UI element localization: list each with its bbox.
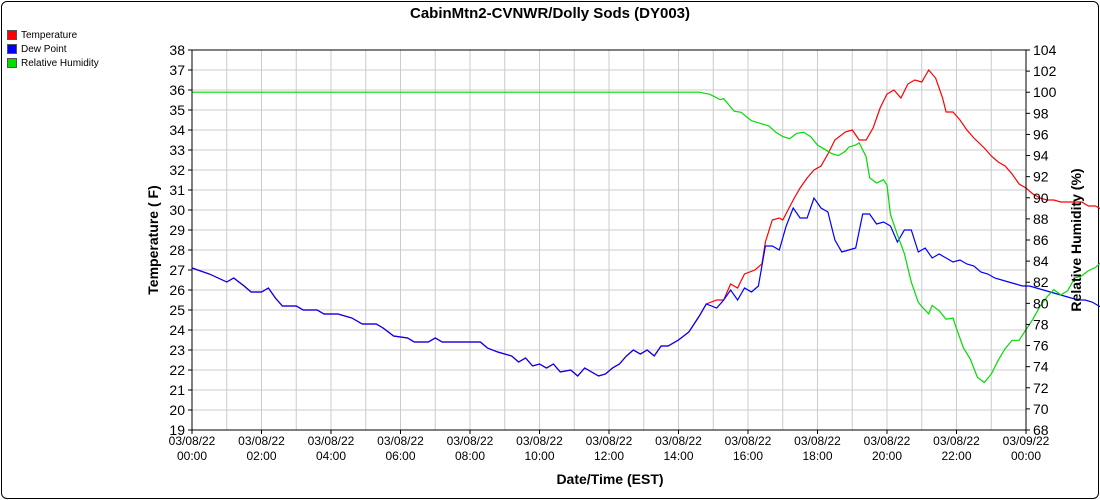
grid	[191, 49, 1027, 431]
legend-label-relative-humidity: Relative Humidity	[21, 57, 99, 69]
y-right-tick-label: 74	[1033, 359, 1049, 375]
x-tick-label-time: 04:00	[316, 449, 346, 463]
y-right-tick-label: 76	[1033, 338, 1049, 354]
y-right-tick-label: 90	[1033, 190, 1049, 206]
y-right-tick-label: 84	[1033, 253, 1049, 269]
y-left-tick-label: 25	[169, 302, 185, 318]
y-right-tick-label: 94	[1033, 148, 1049, 164]
y-right-tick-label: 104	[1033, 42, 1057, 58]
series-line-relative-humidity	[192, 91, 1100, 384]
y-left-tick-label: 36	[169, 82, 185, 98]
y-axis-left-label: Temperature ( F)	[145, 185, 161, 294]
y-left-tick-label: 22	[169, 362, 185, 378]
y-left-tick-label: 27	[169, 262, 185, 278]
x-tick-label-date: 03/08/22	[516, 434, 563, 448]
y-left-tick-label: 34	[169, 122, 185, 138]
x-tick-label-time: 06:00	[385, 449, 415, 463]
y-right-tick-label: 72	[1033, 380, 1049, 396]
y-left-tick-label: 19	[169, 422, 185, 438]
x-tick-label-date: 03/08/22	[308, 434, 355, 448]
y-right-tick-label: 96	[1033, 126, 1049, 142]
x-tick-label-time: 00:00	[177, 449, 207, 463]
y-right-tick-label: 68	[1033, 422, 1049, 438]
y-right-tick-label: 78	[1033, 316, 1049, 332]
x-tick-label-date: 03/09/22	[1003, 434, 1050, 448]
y-left-tick-label: 31	[169, 182, 185, 198]
y-left-tick-label: 26	[169, 282, 185, 298]
legend-item-dew-point: Dew Point	[7, 42, 99, 56]
y-left-tick-label: 21	[169, 382, 185, 398]
y-left-tick-label: 28	[169, 242, 185, 258]
y-right-tick-label: 100	[1033, 84, 1057, 100]
x-tick-label-time: 08:00	[455, 449, 485, 463]
x-tick-label-time: 00:00	[1011, 449, 1041, 463]
y-right-tick-label: 82	[1033, 274, 1049, 290]
legend-swatch-dew-point	[7, 44, 17, 54]
series-layer	[191, 68, 1100, 384]
y-left-tick-label: 35	[169, 102, 185, 118]
x-tick-label-time: 14:00	[663, 449, 693, 463]
x-tick-label-date: 03/08/22	[447, 434, 494, 448]
y-right-tick-label: 88	[1033, 211, 1049, 227]
x-tick-label-time: 22:00	[941, 449, 971, 463]
y-left-tick-label: 38	[169, 42, 185, 58]
axes: 19 20 21 22 23 24 25 26 27 28 29 30 31 32 33 34 35 36 37 38…	[169, 42, 1057, 463]
chart-title: CabinMtn2-CVNWR/Dolly Sods (DY003)	[410, 5, 690, 22]
x-axis-label: Date/Time (EST)	[556, 471, 663, 487]
y-right-tick-label: 102	[1033, 63, 1057, 79]
x-tick-label-time: 16:00	[733, 449, 763, 463]
legend-swatch-relative-humidity	[7, 58, 17, 68]
y-right-tick-label: 80	[1033, 295, 1049, 311]
x-tick-label-date: 03/08/22	[794, 434, 841, 448]
x-tick-label-date: 03/08/22	[238, 434, 285, 448]
y-left-tick-label: 29	[169, 222, 185, 238]
y-right-tick-label: 70	[1033, 401, 1049, 417]
legend-item-temperature: Temperature	[7, 28, 99, 42]
y-axis-right-label: Relative Humidity (%)	[1068, 168, 1084, 311]
x-tick-label-time: 20:00	[872, 449, 902, 463]
y-right-tick-label: 86	[1033, 232, 1049, 248]
legend-swatch-temperature	[7, 30, 17, 40]
y-left-tick-label: 20	[169, 402, 185, 418]
legend-label-temperature: Temperature	[21, 29, 78, 41]
legend-item-relative-humidity: Relative Humidity	[7, 56, 99, 70]
y-left-tick-label: 37	[169, 62, 185, 78]
legend: Temperature Dew Point Relative Humidity	[7, 28, 99, 70]
x-tick-label-date: 03/08/22	[933, 434, 980, 448]
y-left-tick-label: 32	[169, 162, 185, 178]
x-tick-label-time: 18:00	[802, 449, 832, 463]
y-right-tick-label: 92	[1033, 169, 1049, 185]
x-tick-label-date: 03/08/22	[586, 434, 633, 448]
x-tick-label-date: 03/08/22	[377, 434, 424, 448]
x-tick-label-date: 03/08/22	[655, 434, 702, 448]
y-left-tick-label: 24	[169, 322, 185, 338]
x-tick-label-date: 03/08/22	[864, 434, 911, 448]
y-left-tick-label: 30	[169, 202, 185, 218]
y-left-tick-label: 23	[169, 342, 185, 358]
x-tick-label-time: 12:00	[594, 449, 624, 463]
x-tick-label-date: 03/08/22	[725, 434, 772, 448]
x-tick-label-time: 10:00	[524, 449, 554, 463]
y-left-tick-label: 33	[169, 142, 185, 158]
x-tick-label-date: 03/08/22	[169, 434, 216, 448]
legend-label-dew-point: Dew Point	[21, 43, 67, 55]
series-line-dew-point	[191, 196, 1100, 377]
y-right-tick-label: 98	[1033, 105, 1049, 121]
x-tick-label-time: 02:00	[246, 449, 276, 463]
